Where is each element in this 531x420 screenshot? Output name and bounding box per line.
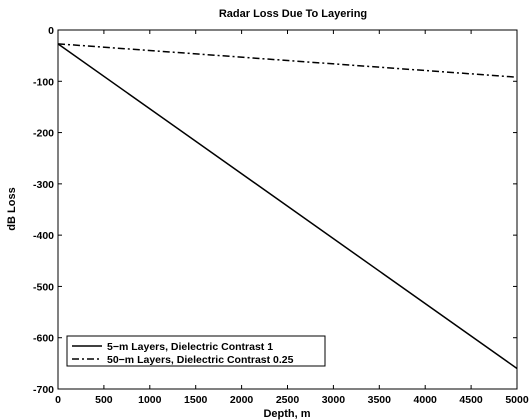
x-tick-label: 1500	[184, 394, 208, 406]
series-line-1	[57, 43, 518, 370]
y-axis: 0 -100 -200 -300 -400 -500 -600 -700	[33, 25, 517, 396]
legend-box	[66, 335, 326, 367]
y-tick-label: -500	[33, 281, 54, 293]
y-tick-label: -300	[33, 179, 54, 191]
y-tick-label: 0	[48, 25, 54, 37]
x-tick-label: 4500	[459, 394, 483, 406]
x-tick-label: 2500	[276, 394, 300, 406]
x-tick-label: 5000	[505, 394, 529, 406]
y-tick-label: -600	[33, 333, 54, 345]
x-axis: 0 500 1000 1500 2000 2500 3000 3500 4000 4500 5000	[55, 30, 529, 406]
legend: 5−m Layers, Dielectric Contrast 150−m La…	[66, 335, 326, 367]
series-line-2	[57, 43, 518, 78]
x-tick-label: 0	[55, 394, 61, 406]
x-tick-label: 500	[95, 394, 113, 406]
series-layer	[57, 43, 518, 370]
y-tick-label: -200	[33, 128, 54, 140]
x-tick-label: 4000	[414, 394, 438, 406]
x-tick-label: 1000	[138, 394, 162, 406]
chart-title: Radar Loss Due To Layering	[219, 8, 367, 20]
x-tick-label: 2000	[230, 394, 254, 406]
x-axis-title: Depth, m	[263, 408, 310, 420]
y-tick-label: -400	[33, 230, 54, 242]
legend-label-1: 5−m Layers, Dielectric Contrast 1	[107, 341, 273, 353]
legend-label-2: 50−m Layers, Dielectric Contrast 0.25	[107, 354, 294, 366]
y-tick-label: -100	[33, 76, 54, 88]
x-tick-label: 3000	[322, 394, 346, 406]
x-tick-label: 3500	[368, 394, 392, 406]
y-axis-title: dB Loss	[6, 187, 18, 230]
y-tick-label: -700	[33, 384, 54, 396]
